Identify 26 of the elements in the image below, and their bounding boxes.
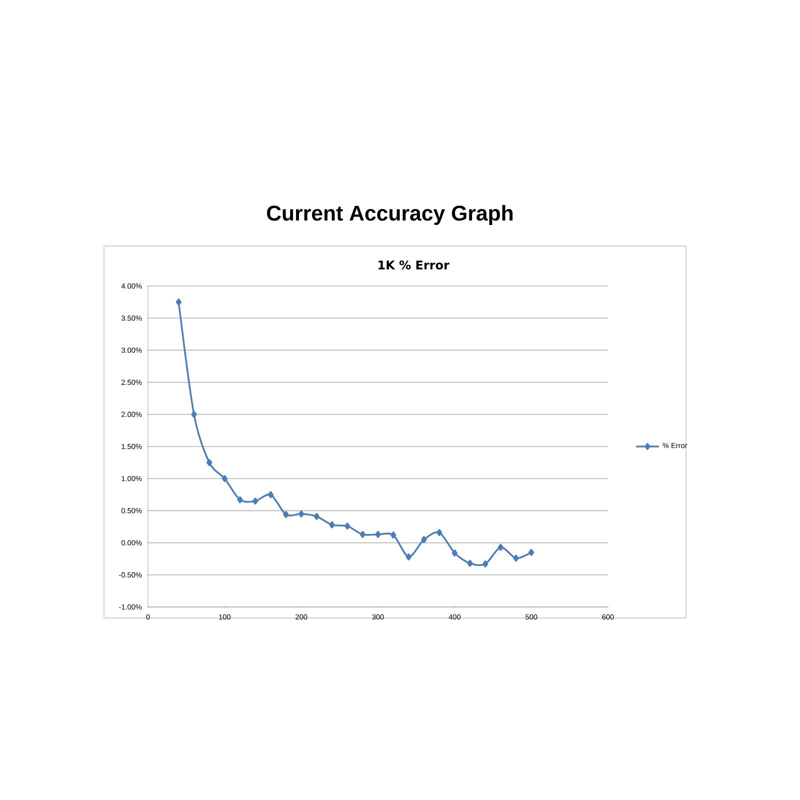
point [360,530,366,538]
point [482,560,488,568]
point [406,553,412,560]
point [375,530,381,538]
point [344,522,350,530]
chart-title: Current Accuracy Graph [266,205,513,225]
point [252,498,258,505]
point [206,459,212,466]
point [467,560,473,567]
point [268,491,274,498]
chart-subtitle: 1K % Error [378,260,450,270]
point [237,496,243,504]
point [528,548,534,556]
point [222,475,228,482]
point [191,410,197,418]
point [436,528,442,536]
point [298,510,304,518]
point [498,544,504,551]
point [176,298,182,306]
point [390,532,396,539]
point [283,511,289,518]
point [314,512,320,520]
point [513,554,519,562]
point [452,550,458,557]
point [421,536,427,544]
point [329,521,335,528]
